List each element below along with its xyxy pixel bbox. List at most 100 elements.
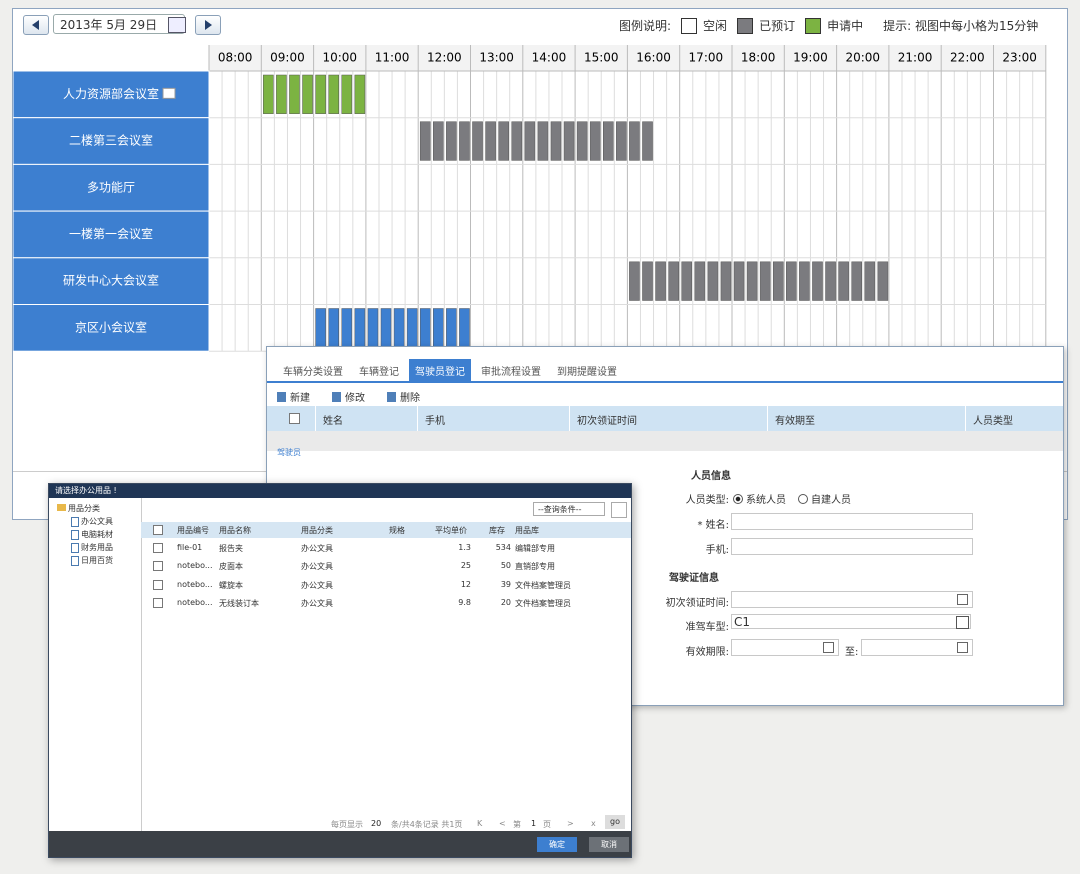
checkbox[interactable]	[153, 597, 163, 608]
tab[interactable]: 到期提醒设置	[557, 367, 617, 378]
hour-label: 22:00	[950, 51, 985, 65]
column-header: 有效期至	[775, 416, 815, 427]
group-label: 驾驶员	[277, 448, 301, 457]
pager-next[interactable]: >	[567, 819, 574, 828]
prev-day-button[interactable]	[23, 15, 49, 35]
booked-slot	[550, 121, 562, 161]
name-input[interactable]	[731, 513, 973, 530]
table-cell: 12	[460, 579, 471, 589]
booked-slot	[629, 261, 640, 301]
column-header: 用品分类	[301, 526, 333, 535]
radio-label: 自建人员	[811, 495, 851, 506]
pager-last[interactable]: x	[591, 819, 596, 828]
phone-input[interactable]	[731, 538, 973, 555]
booked-slot	[315, 308, 326, 348]
date-input[interactable]	[731, 639, 839, 656]
action-label: 删除	[400, 393, 420, 404]
pager-first[interactable]: K	[477, 819, 483, 828]
action[interactable]: 修改	[332, 389, 365, 404]
tab[interactable]: 驾驶员登记	[409, 359, 471, 382]
hour-label: 10:00	[322, 51, 357, 65]
action[interactable]: 新建	[277, 389, 310, 404]
date-input[interactable]	[861, 639, 973, 656]
search-button[interactable]	[611, 502, 627, 518]
action[interactable]: 删除	[387, 389, 420, 404]
hour-label: 12:00	[427, 51, 462, 65]
date-input[interactable]	[731, 591, 973, 608]
tab[interactable]: 审批流程设置	[481, 367, 541, 378]
booked-slot	[459, 308, 470, 348]
booked-slot	[616, 121, 627, 161]
tab-line	[267, 381, 1063, 383]
column-header: 平均单价	[435, 526, 467, 535]
legend-swatch	[805, 17, 822, 34]
go-button[interactable]: go	[605, 815, 625, 829]
column-header: 用品名称	[219, 526, 251, 535]
column-header: 用品库	[515, 526, 539, 535]
doc-icon	[71, 529, 79, 540]
checkbox[interactable]	[153, 561, 163, 572]
radio-circle	[733, 493, 743, 504]
category-tree: 用品分类 办公文具电脑耗材财务用品日用百货	[49, 498, 142, 831]
checkbox[interactable]	[153, 525, 163, 535]
pager-page-suffix: 页	[543, 820, 551, 829]
table-row	[267, 431, 1063, 451]
tab-bar: 车辆分类设置 车辆登记 驾驶员登记 审批流程设置 到期提醒设置	[277, 359, 623, 382]
dialog-button[interactable]: 确定	[537, 837, 577, 852]
tree-item[interactable]: 日用百货	[71, 555, 113, 566]
radio[interactable]: 自建人员	[798, 491, 851, 506]
column-header: 初次领证时间	[577, 416, 637, 427]
next-day-button[interactable]	[195, 15, 221, 35]
booked-slot	[851, 261, 862, 301]
booked-slot	[263, 74, 274, 114]
date-text: 2013年 5月 29日	[60, 18, 158, 32]
room-icon[interactable]	[162, 87, 176, 99]
doc-icon	[71, 516, 79, 527]
booked-slot	[642, 121, 653, 161]
legend-label: 空闲	[703, 19, 728, 33]
column-divider	[965, 406, 966, 431]
booked-slot	[341, 308, 353, 348]
hour-label: 16:00	[636, 51, 671, 65]
hour-label: 09:00	[270, 51, 305, 65]
table-cell: 螺旋本	[219, 580, 243, 590]
booked-slot	[838, 261, 849, 301]
calendar-icon[interactable]	[168, 17, 186, 33]
date-input[interactable]: 2013年 5月 29日	[53, 14, 185, 34]
vehicle-type-select[interactable]: C1	[731, 614, 971, 629]
booked-slot	[406, 308, 418, 348]
room-name: 多功能厅	[87, 180, 135, 194]
hint: 提示: 视图中每小格为15分钟	[883, 19, 1039, 33]
hour-label: 15:00	[584, 51, 619, 65]
table-cell: file-01	[177, 543, 203, 552]
table-cell: 9.8	[458, 597, 471, 607]
room-name: 研发中心大会议室	[63, 273, 159, 288]
field-label: 人员类型:	[685, 495, 729, 506]
tab[interactable]: 车辆分类设置	[283, 367, 343, 378]
tree-item[interactable]: 办公文具	[71, 516, 113, 527]
calendar-icon	[957, 594, 968, 605]
booked-slot	[576, 121, 588, 161]
radio-group: 系统人员 自建人员	[733, 491, 851, 506]
pager-page-prefix: 第	[513, 820, 521, 829]
checkbox[interactable]	[153, 579, 163, 590]
tree-item[interactable]: 电脑耗材	[71, 529, 113, 540]
checkbox[interactable]	[289, 413, 300, 424]
tree-root[interactable]: 用品分类	[57, 503, 100, 514]
room-label-bg	[13, 210, 210, 259]
pager-prev[interactable]: <	[499, 819, 506, 828]
dialog-button[interactable]: 取消	[589, 837, 629, 852]
button-bar: 确定 取消	[49, 831, 631, 857]
tab[interactable]: 车辆登记	[359, 367, 399, 378]
legend-title: 图例说明:	[619, 19, 672, 33]
radio[interactable]: 系统人员	[733, 491, 786, 506]
tree-item[interactable]: 财务用品	[71, 542, 113, 553]
table-cell: 无线装订本	[219, 598, 259, 608]
search-select[interactable]: --查询条件--	[533, 502, 605, 516]
table-cell: 文件档案管理员	[515, 580, 571, 590]
hour-label: 19:00	[793, 51, 828, 65]
table-cell: 25	[460, 561, 471, 571]
checkbox[interactable]	[153, 543, 163, 553]
booked-slot	[655, 261, 666, 301]
dropdown-arrow	[956, 616, 969, 629]
